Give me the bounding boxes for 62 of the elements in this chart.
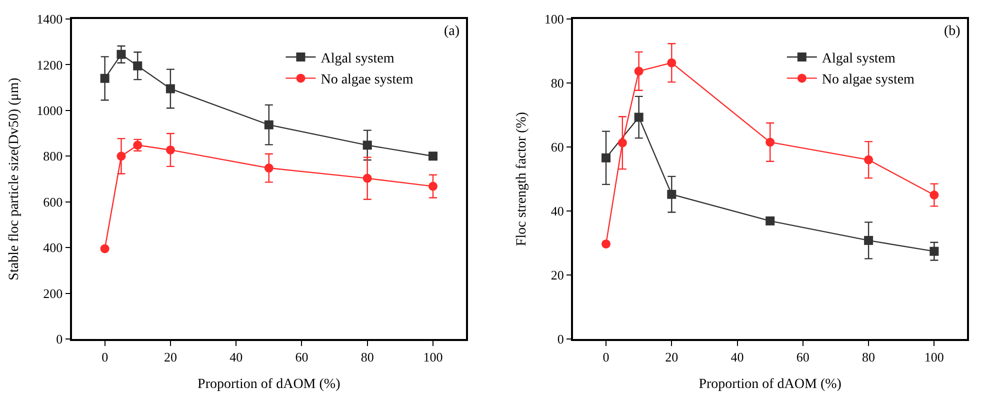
x-axis-title: Proportion of dAOM (%): [698, 377, 842, 392]
x-tick-label: 60: [796, 349, 810, 364]
point: [766, 138, 775, 147]
y-tick-label: 100: [544, 12, 564, 27]
point: [362, 174, 372, 183]
point: [166, 145, 175, 154]
x-tick-label: 20: [665, 349, 678, 364]
annotation: (a): [444, 24, 460, 39]
point: [166, 84, 175, 94]
y-tick-label: 800: [43, 148, 63, 164]
point: [116, 50, 126, 59]
point: [264, 164, 274, 173]
x-tick-label: 60: [295, 349, 308, 364]
x-tick-label: 0: [102, 349, 108, 364]
y-tick-label: 60: [550, 140, 564, 155]
x-tick-label: 40: [730, 349, 744, 364]
x-tick-label: 100: [924, 349, 944, 364]
y-tick-label: 600: [43, 194, 63, 210]
point: [618, 138, 627, 148]
x-tick-label: 40: [230, 349, 243, 364]
y-tick-label: 0: [557, 332, 564, 347]
annotation: (b): [944, 24, 961, 39]
y-axis-title: Stable floc particle size(Dv50) (μm): [6, 77, 22, 280]
y-tick-label: 80: [550, 76, 564, 91]
legend-label: Algal system: [320, 51, 394, 66]
point: [428, 182, 438, 191]
point: [264, 120, 274, 130]
y-axis-title: Floc strength factor (%): [514, 112, 530, 246]
y-tick-label: 1000: [36, 102, 63, 118]
point: [634, 112, 644, 122]
x-tick-label: 100: [423, 349, 443, 364]
point: [602, 239, 611, 248]
point: [667, 58, 676, 68]
point: [602, 153, 611, 162]
point: [362, 140, 372, 150]
point: [766, 216, 775, 226]
legend-label: No algae system: [320, 72, 414, 88]
point: [428, 152, 438, 161]
y-tick-label: 200: [43, 286, 63, 301]
x-tick-label: 80: [862, 349, 876, 364]
y-tick-label: 1400: [36, 12, 63, 27]
point: [667, 190, 676, 199]
x-tick-label: 0: [602, 349, 610, 364]
point: [634, 66, 644, 76]
point: [864, 155, 874, 164]
point: [116, 152, 126, 161]
x-tick-label: 20: [164, 349, 177, 364]
y-tick-label: 1200: [36, 57, 63, 72]
y-tick-label: 400: [43, 240, 63, 256]
y-tick-label: 0: [56, 332, 63, 347]
y-tick-label: 20: [550, 268, 564, 283]
point: [930, 246, 939, 256]
point: [133, 61, 142, 70]
legend-label: No algae system: [822, 72, 915, 88]
y-tick-label: 40: [550, 204, 564, 219]
x-tick-label: 80: [360, 349, 374, 364]
legend-label: Algal system: [822, 51, 896, 66]
point: [864, 236, 874, 245]
point: [100, 244, 110, 254]
x-axis-title: Proportion of dAOM (%): [198, 377, 341, 392]
point: [930, 190, 939, 200]
point: [100, 74, 110, 83]
